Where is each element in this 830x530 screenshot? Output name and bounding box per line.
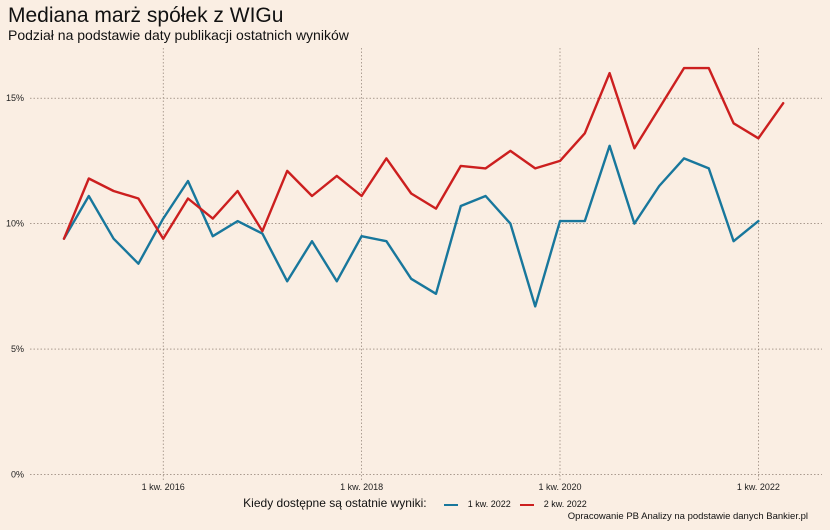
source-caption: Opracowanie PB Analizy na podstawie dany…	[567, 511, 808, 522]
series-lines	[62, 66, 785, 308]
chart-title: Mediana marż spółek z WIGu	[8, 4, 284, 27]
x-tick-label: 1 kw. 2022	[737, 482, 780, 492]
y-tick-label: 10%	[6, 219, 24, 229]
legend-swatch-series-1	[443, 503, 458, 506]
legend-swatch-series-2	[519, 503, 534, 506]
grid-lines	[30, 48, 822, 482]
legend-label-series-1: 1 kw. 2022	[467, 499, 511, 510]
axis-tick-labels: 0% 5% 10% 15% 1 kw. 2016 1 kw. 2018 1 kw. 2020…	[6, 93, 780, 492]
legend: Kiedy dostępne są ostatnie wyniki: 1 kw.…	[0, 496, 830, 510]
x-tick-label: 1 kw. 2018	[340, 482, 383, 492]
x-tick-label: 1 kw. 2016	[142, 482, 185, 492]
x-tick-label: 1 kw. 2020	[538, 482, 581, 492]
legend-label-series-2: 2 kw. 2022	[543, 499, 587, 510]
legend-item-series-1: 1 kw. 2022	[443, 499, 511, 510]
y-tick-label: 0%	[11, 469, 24, 479]
series-line-2	[62, 66, 785, 240]
legend-item-series-2: 2 kw. 2022	[519, 499, 587, 510]
chart-subtitle: Podział na podstawie daty publikacji ost…	[8, 27, 349, 43]
y-tick-label: 5%	[11, 344, 24, 354]
legend-title: Kiedy dostępne są ostatnie wyniki:	[243, 496, 427, 510]
series-line-1	[62, 144, 760, 308]
y-tick-label: 15%	[6, 93, 24, 103]
